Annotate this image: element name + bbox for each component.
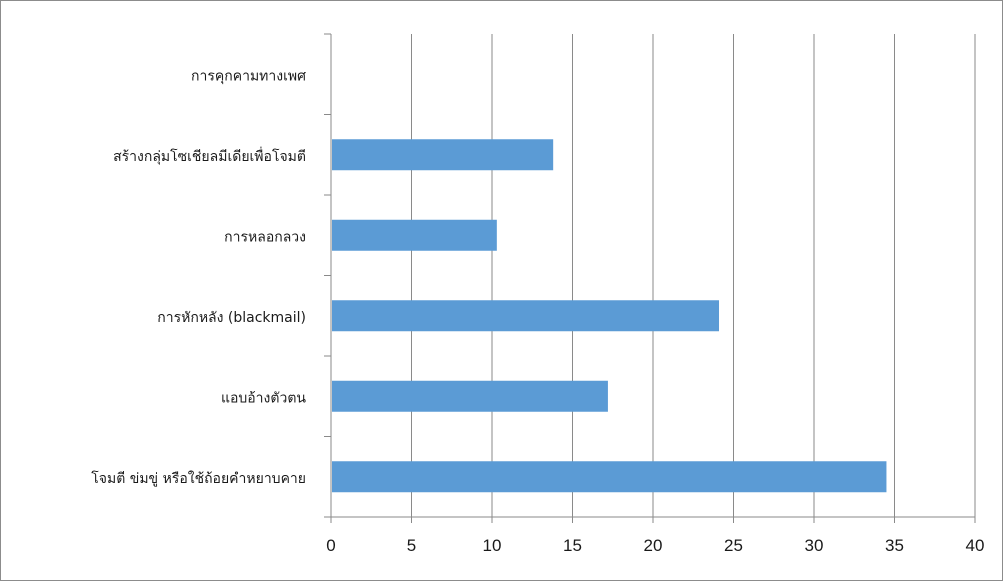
category-label: โจมตี ข่มขู่ หรือใช้ถ้อยคำหยาบคาย <box>91 470 306 487</box>
x-tick-label: 35 <box>885 536 904 555</box>
x-tick-label: 20 <box>644 536 663 555</box>
bar <box>332 300 720 332</box>
x-tick-label: 15 <box>563 536 582 555</box>
axes <box>324 33 976 523</box>
x-tick-label: 10 <box>483 536 502 555</box>
x-tick-labels: 0 5 10 15 20 25 30 35 40 <box>326 536 984 555</box>
x-tick-label: 30 <box>805 536 824 555</box>
gridlines <box>411 34 976 517</box>
bar <box>332 380 608 412</box>
x-tick-label: 25 <box>724 536 743 555</box>
x-tick-label: 5 <box>407 536 416 555</box>
category-labels: การคุกคามทางเพศสร้างกลุ่มโซเชียลมีเดียเพ… <box>91 68 306 487</box>
category-label: การหักหลัง (blackmail) <box>157 310 306 326</box>
category-label: การหลอกลวง <box>224 229 306 245</box>
bar <box>332 219 497 251</box>
bars <box>332 139 887 493</box>
bar <box>332 139 554 171</box>
category-label: แอบอ้างตัวตน <box>221 390 306 406</box>
x-tick-label: 0 <box>326 536 335 555</box>
bar <box>332 461 887 493</box>
x-tick-label: 40 <box>966 536 985 555</box>
category-label: การคุกคามทางเพศ <box>191 68 306 84</box>
category-label: สร้างกลุ่มโซเชียลมีเดียเพื่อโจมตี <box>113 147 306 165</box>
